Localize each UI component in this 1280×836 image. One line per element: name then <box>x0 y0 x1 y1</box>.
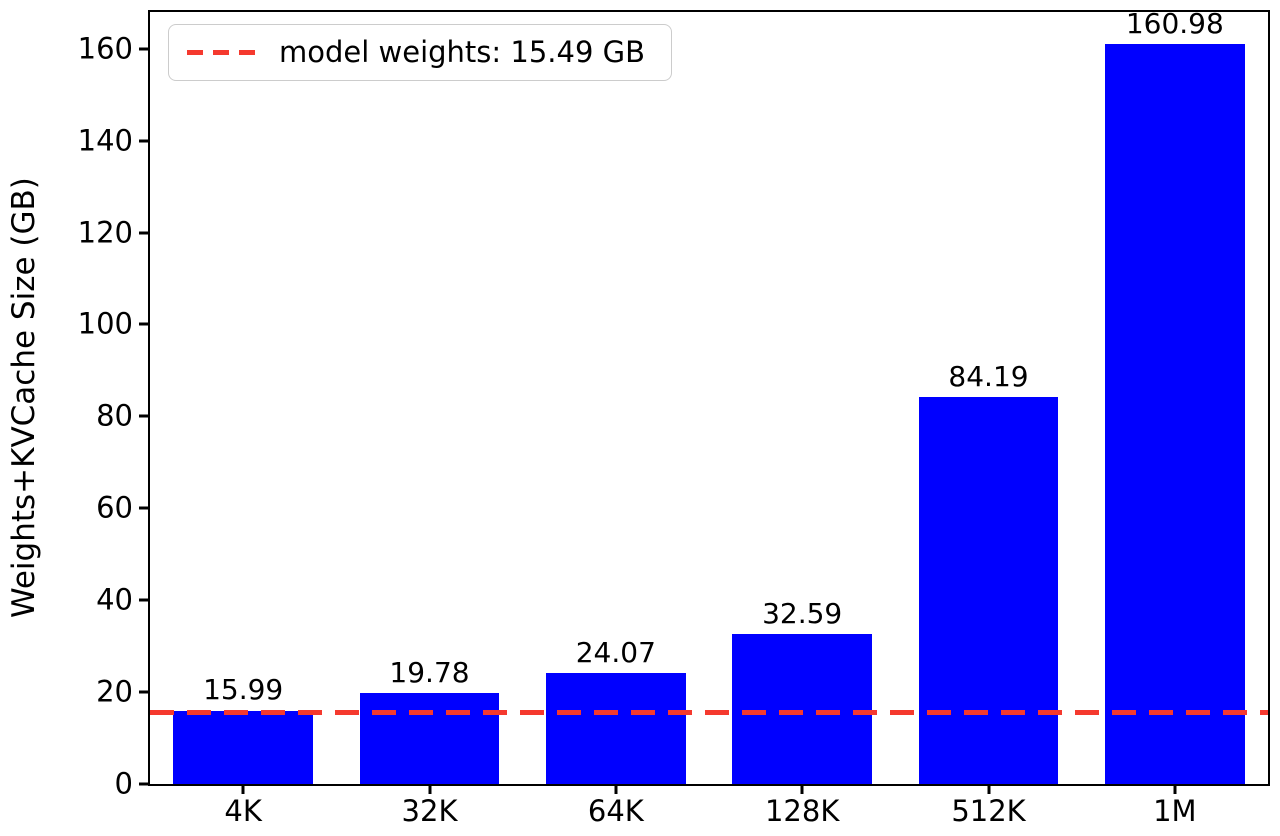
reference-line <box>150 710 1268 716</box>
y-tick-mark <box>139 690 150 694</box>
y-tick-mark <box>139 506 150 510</box>
y-axis-label-text: Weights+KVCache Size (GB) <box>6 177 42 619</box>
x-tick-mark <box>1173 784 1177 794</box>
y-tick-mark <box>139 47 150 51</box>
y-tick-mark <box>139 598 150 602</box>
bar-value-label: 84.19 <box>948 359 1029 393</box>
bar-512k <box>918 397 1059 784</box>
bar-64k <box>545 673 686 784</box>
y-tick-mark <box>139 414 150 418</box>
x-tick-mark <box>428 784 431 794</box>
x-tick-label: 64K <box>587 794 644 828</box>
bar-value-label: 19.78 <box>389 655 470 689</box>
y-tick-label: 120 <box>77 215 133 250</box>
y-tick-label: 0 <box>114 766 133 801</box>
bar-1m <box>1104 44 1245 784</box>
bar-4k <box>173 710 314 784</box>
x-tick-label: 32K <box>401 794 458 828</box>
legend: model weights: 15.49 GB <box>168 24 672 81</box>
y-tick-label: 160 <box>77 31 133 66</box>
x-tick-label: 4K <box>224 794 262 828</box>
y-tick-label: 100 <box>77 306 133 341</box>
y-axis-label: Weights+KVCache Size (GB) <box>6 10 42 786</box>
x-tick-label: 1M <box>1153 794 1197 828</box>
y-tick-mark <box>139 139 150 143</box>
x-tick-mark <box>800 784 804 794</box>
bar-128k <box>732 634 873 784</box>
y-tick-mark <box>139 322 150 326</box>
legend-label: model weights: 15.49 GB <box>279 35 645 69</box>
bar-value-label: 15.99 <box>203 673 284 707</box>
y-tick-label: 140 <box>77 123 133 158</box>
plot-area: model weights: 15.49 GB 0 20 40 60 80 100 120 1… <box>78 6 1270 826</box>
bar-value-label: 160.98 <box>1125 6 1224 40</box>
y-tick-mark <box>139 231 150 235</box>
x-tick-mark <box>614 784 618 794</box>
y-tick-label: 80 <box>96 398 133 433</box>
y-tick-mark <box>139 782 150 786</box>
y-tick-label: 20 <box>96 674 133 709</box>
bar-32k <box>359 693 500 784</box>
y-tick-label: 60 <box>96 490 133 525</box>
bar-value-label: 32.59 <box>762 596 843 630</box>
legend-dashed-line-icon <box>187 50 257 55</box>
x-tick-mark <box>241 784 245 794</box>
x-tick-label: 512K <box>951 794 1026 828</box>
y-tick-label: 40 <box>96 582 133 617</box>
bar-value-label: 24.07 <box>575 636 656 670</box>
x-tick-label: 128K <box>764 794 840 828</box>
x-tick-mark <box>987 784 990 794</box>
